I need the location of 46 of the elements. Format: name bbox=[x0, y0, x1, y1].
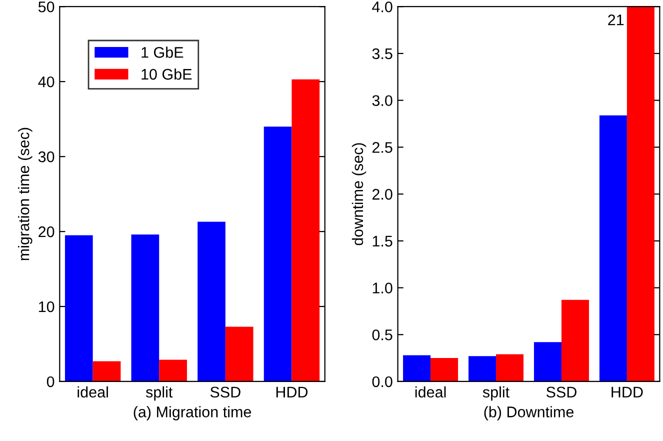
x-tick-label: SSD bbox=[546, 386, 576, 398]
bar bbox=[561, 300, 589, 382]
bar bbox=[64, 235, 93, 382]
x-tick-label: ideal bbox=[415, 386, 446, 398]
bar bbox=[92, 361, 121, 382]
bar bbox=[626, 6, 654, 382]
x-tick-label: SSD bbox=[210, 386, 240, 398]
bar bbox=[430, 358, 458, 382]
y-tick-label: 10 bbox=[38, 301, 54, 312]
y-tick-label: 4.0 bbox=[372, 1, 392, 12]
y-tick-label: 0 bbox=[46, 376, 54, 388]
y-tick-label: 30 bbox=[38, 151, 54, 162]
x-tick-label: split bbox=[482, 386, 510, 401]
y-tick-label: 20 bbox=[38, 226, 54, 238]
bar bbox=[292, 79, 320, 382]
bar bbox=[534, 342, 562, 382]
bar bbox=[599, 115, 627, 382]
bar bbox=[225, 326, 254, 382]
x-tick-label: HDD bbox=[612, 386, 643, 398]
y-tick-label: 40 bbox=[38, 76, 54, 88]
y-tick-label: 1.5 bbox=[372, 236, 392, 247]
x-tick-label: HDD bbox=[276, 386, 308, 398]
y-tick-label: 0.0 bbox=[372, 376, 392, 388]
y-tick-label: 2.5 bbox=[372, 142, 392, 153]
annotation: 21 bbox=[608, 14, 624, 26]
y-tick-label: 50 bbox=[38, 1, 54, 12]
y-tick-label: 2.0 bbox=[372, 188, 392, 200]
x-axis-title: (b) Downtime bbox=[484, 406, 574, 420]
y-tick-label: 3.5 bbox=[372, 48, 392, 60]
legend-label: 10 GbE bbox=[142, 68, 192, 80]
bar bbox=[496, 354, 524, 382]
bar bbox=[264, 126, 292, 382]
y-axis-title: downtime (sec) bbox=[352, 143, 366, 246]
bar bbox=[159, 360, 187, 382]
x-tick-label: split bbox=[146, 386, 173, 401]
y-tick-label: 3.0 bbox=[372, 95, 392, 106]
legend-label: 1 GbE bbox=[142, 46, 184, 58]
bar bbox=[198, 222, 226, 382]
bar bbox=[131, 234, 160, 382]
y-tick-label: 0.5 bbox=[372, 329, 392, 340]
bar bbox=[468, 356, 496, 382]
x-tick-label: ideal bbox=[78, 386, 108, 398]
x-axis-title: (a) Migration time bbox=[134, 406, 252, 420]
y-axis-title: migration time (sec) bbox=[18, 128, 32, 260]
bar bbox=[403, 355, 431, 382]
y-tick-label: 1.0 bbox=[372, 282, 392, 294]
